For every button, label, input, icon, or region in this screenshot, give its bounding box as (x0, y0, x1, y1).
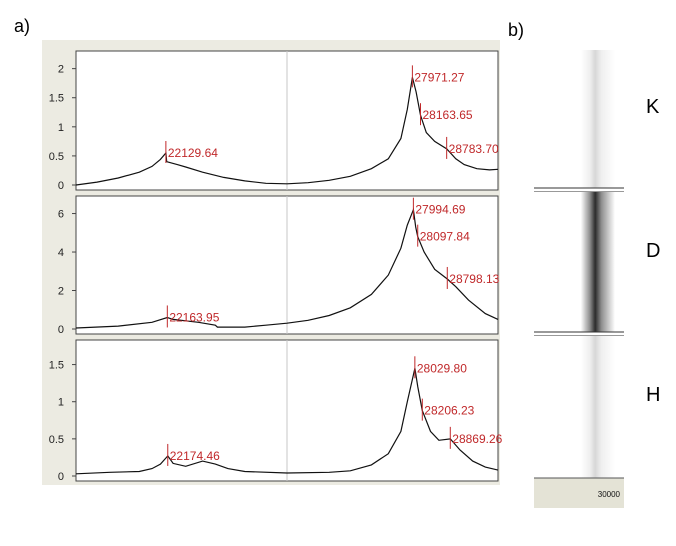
panel-label-a: a) (14, 16, 31, 36)
y-tick-label: 1 (58, 397, 64, 409)
series-line-d (75, 207, 499, 329)
peak-label: 28783.70 (449, 142, 499, 156)
y-tick-label: 0 (58, 324, 64, 336)
gel-axis-bar (534, 478, 624, 508)
peak-label: 22163.95 (169, 310, 219, 324)
gel-axis-tick-label: 30000 (598, 490, 621, 499)
peak-label: 28029.80 (417, 361, 467, 375)
y-tick-label: 2 (58, 286, 64, 298)
peak-label: 28097.84 (420, 230, 470, 244)
gel-lane-d (534, 192, 624, 332)
gel-lane-h (534, 336, 624, 478)
lane-label-k: K (646, 96, 660, 118)
peak-label: 27971.27 (414, 70, 464, 84)
y-tick-label: 0 (58, 471, 64, 483)
y-tick-label: 0 (58, 180, 64, 192)
y-tick-label: 0.5 (49, 434, 64, 446)
peak-label: 28798.13 (449, 272, 499, 286)
y-tick-label: 0.5 (49, 151, 64, 163)
series-line-k (75, 77, 499, 186)
peak-label: 27994.69 (415, 203, 465, 217)
series-line-h (75, 368, 499, 475)
y-tick-label: 6 (58, 209, 64, 221)
gel-lane-k (534, 50, 624, 188)
peak-label: 28206.23 (424, 404, 474, 418)
peak-label: 28163.65 (423, 108, 473, 122)
peak-label: 22129.64 (168, 146, 218, 160)
y-tick-label: 4 (58, 247, 64, 259)
y-tick-label: 1.5 (49, 93, 64, 105)
y-tick-label: 1.5 (49, 360, 64, 372)
peak-label: 22174.46 (170, 449, 220, 463)
peak-label: 28869.26 (452, 432, 502, 446)
panel-label-b: b) (508, 20, 525, 40)
lane-label-h: H (646, 384, 661, 406)
y-tick-label: 2 (58, 64, 64, 76)
y-tick-label: 1 (58, 122, 64, 134)
lane-label-d: D (646, 240, 661, 262)
